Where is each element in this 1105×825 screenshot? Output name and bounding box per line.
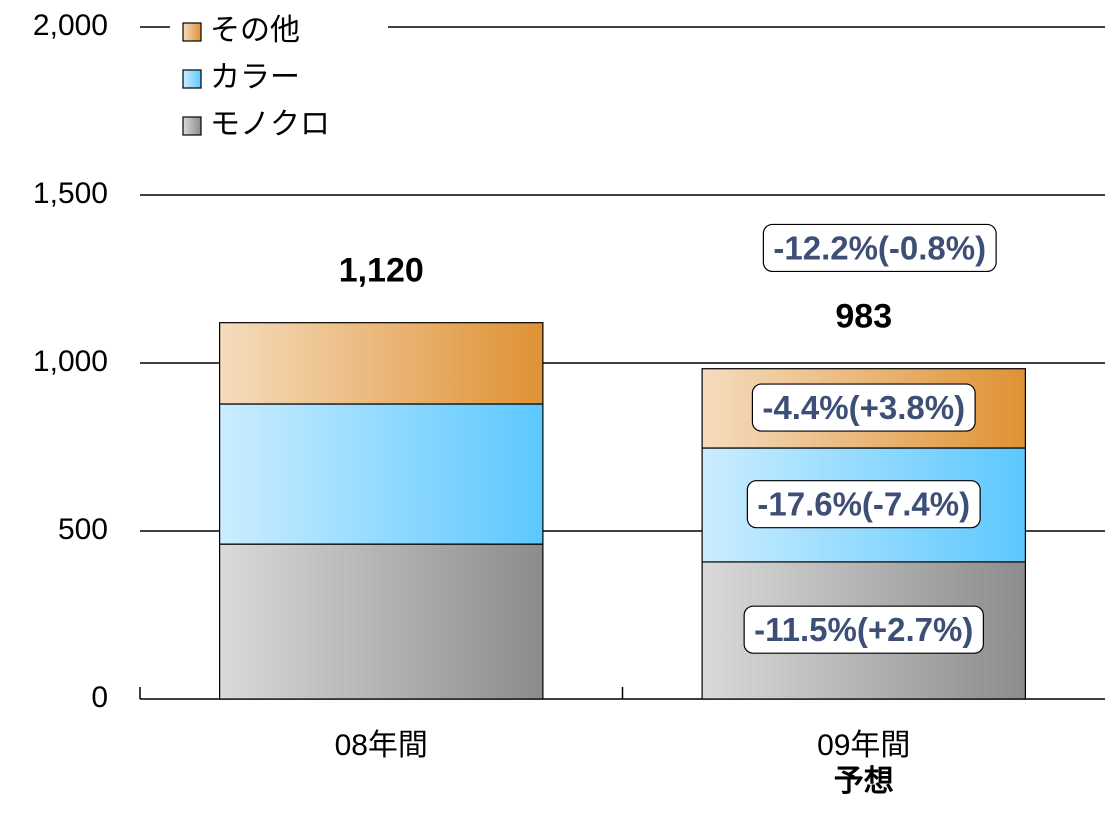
legend-label: カラー — [210, 61, 300, 94]
change-box — [751, 383, 976, 432]
legend-background — [170, 0, 388, 160]
change-box — [743, 605, 984, 654]
change-box — [746, 480, 981, 529]
change-label: -17.6%(-7.4%) — [757, 486, 970, 523]
bar-segment — [219, 403, 544, 545]
change-label: -12.2%(-0.8%) — [773, 229, 986, 266]
change-label: -4.4%(+3.8%) — [762, 389, 965, 426]
y-tick-label: 2,000 — [33, 9, 108, 42]
y-tick-label: 1,000 — [33, 345, 108, 378]
legend-swatch — [182, 116, 202, 136]
bar-segment — [219, 322, 544, 405]
x-tick-label: 08年間 — [335, 729, 428, 762]
x-tick-label: 09年間 — [817, 729, 910, 762]
y-tick-label: 500 — [58, 513, 108, 546]
total-label: 1,120 — [339, 252, 424, 290]
legend-label: モノクロ — [210, 108, 330, 141]
x-sublabel: 予想 — [834, 765, 894, 798]
legend-label: その他 — [210, 14, 300, 47]
legend-swatch — [182, 69, 202, 89]
total-label: 983 — [835, 298, 892, 336]
legend-swatch — [182, 22, 202, 42]
bar-segment — [219, 543, 544, 700]
y-tick-label: 1,500 — [33, 177, 108, 210]
change-box — [762, 223, 997, 273]
change-label: -11.5%(+2.7%) — [754, 611, 973, 648]
y-tick-label: 0 — [91, 681, 108, 714]
